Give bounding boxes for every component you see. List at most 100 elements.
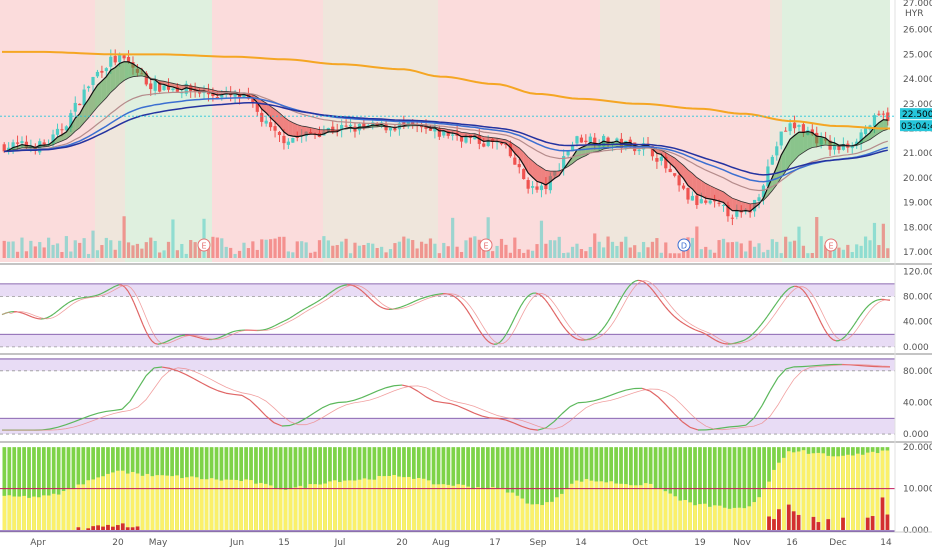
oscillator-line-segment (736, 341, 741, 344)
histogram-bar-yellow (535, 504, 540, 530)
oscillator-line-segment (361, 290, 366, 295)
histogram-bar-yellow (520, 498, 525, 530)
volume-bar (380, 246, 384, 258)
volume-bar (646, 247, 650, 258)
volume-bar (704, 246, 708, 258)
volume-bar (513, 237, 517, 258)
oscillator-line-segment (373, 301, 378, 306)
histogram-bar-yellow (318, 484, 322, 530)
oscillator-line-segment (604, 321, 609, 327)
histogram-bar-yellow (367, 479, 372, 530)
oscillator-line-segment (718, 341, 723, 344)
oscillator-line-segment (832, 339, 837, 342)
oscillator-line-segment (301, 308, 306, 311)
oscillator-line-segment (469, 314, 474, 321)
oscillator-line-segment (538, 293, 543, 297)
volume-bar (522, 252, 526, 258)
oscillator-line-segment (760, 320, 765, 326)
volume-bar (744, 251, 748, 258)
time-axis-label: Oct (632, 538, 648, 548)
oscillator-line-segment (31, 316, 36, 319)
volume-bar (757, 243, 761, 258)
histogram-bar-yellow (273, 488, 278, 530)
oscillator-line-segment (545, 421, 555, 429)
candle-body (761, 185, 766, 198)
oscillator-line-segment (427, 295, 432, 298)
candle-body (784, 130, 788, 132)
oscillator-line-segment (655, 294, 660, 299)
oscillator-line-segment (657, 396, 667, 406)
histogram-bar-yellow (308, 484, 313, 530)
volume-bar (570, 246, 575, 258)
oscillator-line-segment (193, 335, 198, 338)
oscillator-line-segment (523, 296, 528, 302)
oscillator-line-segment (129, 388, 139, 402)
oscillator-line-segment (52, 311, 57, 315)
candle-body (699, 199, 703, 204)
volume-bar (215, 237, 219, 258)
candle-body (477, 135, 481, 144)
volume-bar (468, 237, 473, 258)
histogram-bar-red (101, 526, 105, 530)
volume-bar (517, 249, 521, 258)
oscillator-line-segment (124, 286, 129, 292)
oscillator-axis-tick: 120.000 (903, 267, 932, 277)
oscillator-line-segment (103, 290, 108, 293)
histogram-bar-yellow (737, 507, 742, 530)
candle-body (122, 55, 126, 59)
histogram-bar-yellow (851, 455, 855, 530)
volume-bar (282, 236, 286, 258)
volume-bar (433, 243, 437, 258)
volume-bar (415, 248, 419, 258)
oscillator-line-segment (153, 366, 163, 369)
oscillator-line-segment (769, 377, 779, 392)
histogram-bar-red (865, 517, 870, 530)
histogram-bar-yellow (707, 506, 712, 530)
candle-body (348, 124, 353, 127)
histogram-bar-yellow (328, 481, 332, 530)
currency-label: HYR (905, 9, 924, 19)
price-axis-tick: 19.000 (903, 199, 932, 209)
ma-cloud-segment (807, 131, 813, 150)
oscillator-line-segment (169, 367, 179, 372)
oscillator-line-segment (589, 336, 594, 340)
histogram-bar-yellow (254, 483, 258, 530)
histogram-bar-yellow (846, 454, 850, 530)
volume-bar (606, 236, 610, 258)
ma-cloud-segment (798, 132, 804, 156)
volume-bar (47, 237, 51, 258)
ema-navy-line (4, 101, 888, 176)
oscillator-line-segment (799, 287, 804, 291)
histogram-bar-yellow (194, 477, 199, 530)
ma-cloud-segment (670, 155, 675, 168)
histogram-bar-yellow (712, 505, 717, 530)
histogram-bar-yellow (801, 450, 806, 530)
histogram-bar-yellow (209, 478, 214, 530)
candle-body (42, 142, 46, 145)
price-axis-tick: 17.000 (903, 248, 932, 258)
oscillator-line-segment (761, 390, 771, 406)
ma-cloud-segment (199, 87, 205, 92)
volume-bar (650, 241, 655, 258)
candle-body (775, 146, 779, 156)
oscillator-line-segment (556, 316, 561, 322)
oscillator-line-segment (616, 299, 621, 306)
ma-cloud-segment (750, 203, 755, 212)
ma-cloud-segment (785, 139, 791, 172)
candle-body (593, 137, 597, 145)
oscillator-line-segment (322, 295, 327, 299)
oscillator-line-segment (682, 322, 687, 326)
histogram-bar-yellow (288, 488, 293, 530)
oscillator-line-segment (400, 305, 405, 308)
volume-bar (7, 241, 11, 258)
histogram-bar-yellow (140, 475, 145, 530)
candle-body (433, 127, 437, 132)
oscillator-line-segment (137, 375, 147, 389)
volume-bar (286, 251, 290, 258)
ema-grey-line (4, 91, 888, 192)
volume-bar (655, 238, 659, 258)
oscillator-line-segment (319, 297, 324, 301)
histogram-bar-yellow (495, 488, 500, 530)
ma-cloud-segment (465, 132, 471, 137)
oscillator-line-segment (742, 338, 747, 342)
